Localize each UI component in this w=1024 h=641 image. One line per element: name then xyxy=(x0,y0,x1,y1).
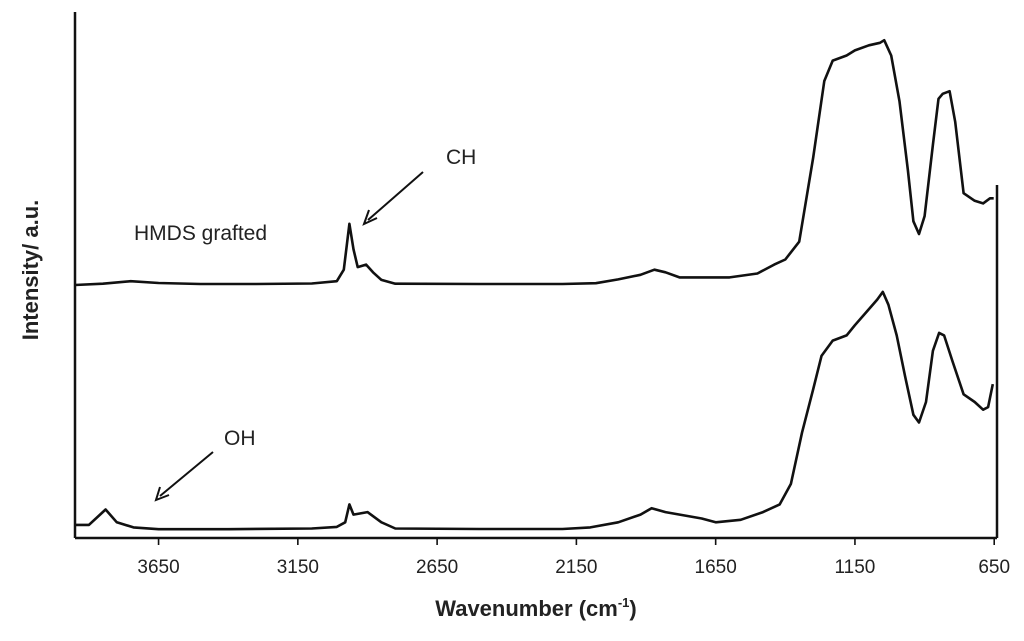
x-axis-title: Wavenumber (cm-1) xyxy=(435,595,636,621)
annotation-oh: OH xyxy=(154,427,256,502)
x-axis-title-end: ) xyxy=(629,596,636,621)
annotation-ch-arrowhead xyxy=(362,209,378,226)
annotation-oh-arrow xyxy=(159,451,214,497)
x-tick-label-3150: 3150 xyxy=(277,557,319,578)
annotation-ch-label: CH xyxy=(446,146,476,169)
x-tick-label-1650: 1650 xyxy=(695,557,737,578)
x-axis-title-main: Wavenumber (cm xyxy=(435,596,618,621)
plot-area: 3650 3150 2650 2150 1650 1150 650 xyxy=(73,12,1010,578)
x-axis-title-sup: -1 xyxy=(618,595,630,610)
series-line-hmds-grafted xyxy=(74,38,994,287)
annotation-ch: CH xyxy=(362,146,476,226)
y-axis-title: Intensity/ a.u. xyxy=(18,200,43,341)
annotation-ch-arrow xyxy=(367,171,424,221)
x-tick-label-1150: 1150 xyxy=(835,557,876,578)
series-line-untreated xyxy=(75,290,995,531)
x-tick-label-3650: 3650 xyxy=(137,557,179,578)
x-tick-label-2650: 2650 xyxy=(416,557,458,578)
x-axis-tick-labels: 3650 3150 2650 2150 1650 1150 650 xyxy=(137,557,1010,578)
annotation-oh-arrowhead xyxy=(154,486,170,502)
x-axis-ticks xyxy=(157,538,996,545)
series-label-hmds-grafted: HMDS grafted xyxy=(134,222,267,245)
x-tick-label-650: 650 xyxy=(978,557,1010,578)
annotation-oh-label: OH xyxy=(224,427,256,450)
x-tick-label-2150: 2150 xyxy=(555,557,597,578)
